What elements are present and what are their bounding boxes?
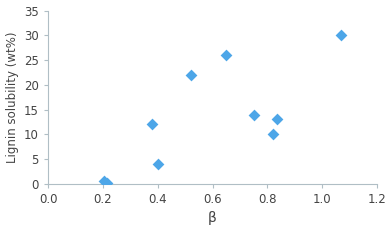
Point — [270, 133, 276, 136]
Point — [223, 53, 229, 57]
Point — [154, 162, 161, 166]
Point — [149, 123, 155, 126]
Point — [104, 182, 110, 185]
Y-axis label: Lignin solubility (wt%): Lignin solubility (wt%) — [5, 31, 18, 163]
Point — [250, 113, 257, 116]
Point — [101, 179, 107, 183]
Point — [274, 118, 280, 121]
Point — [187, 73, 194, 77]
Point — [338, 33, 345, 37]
X-axis label: β: β — [208, 211, 217, 225]
